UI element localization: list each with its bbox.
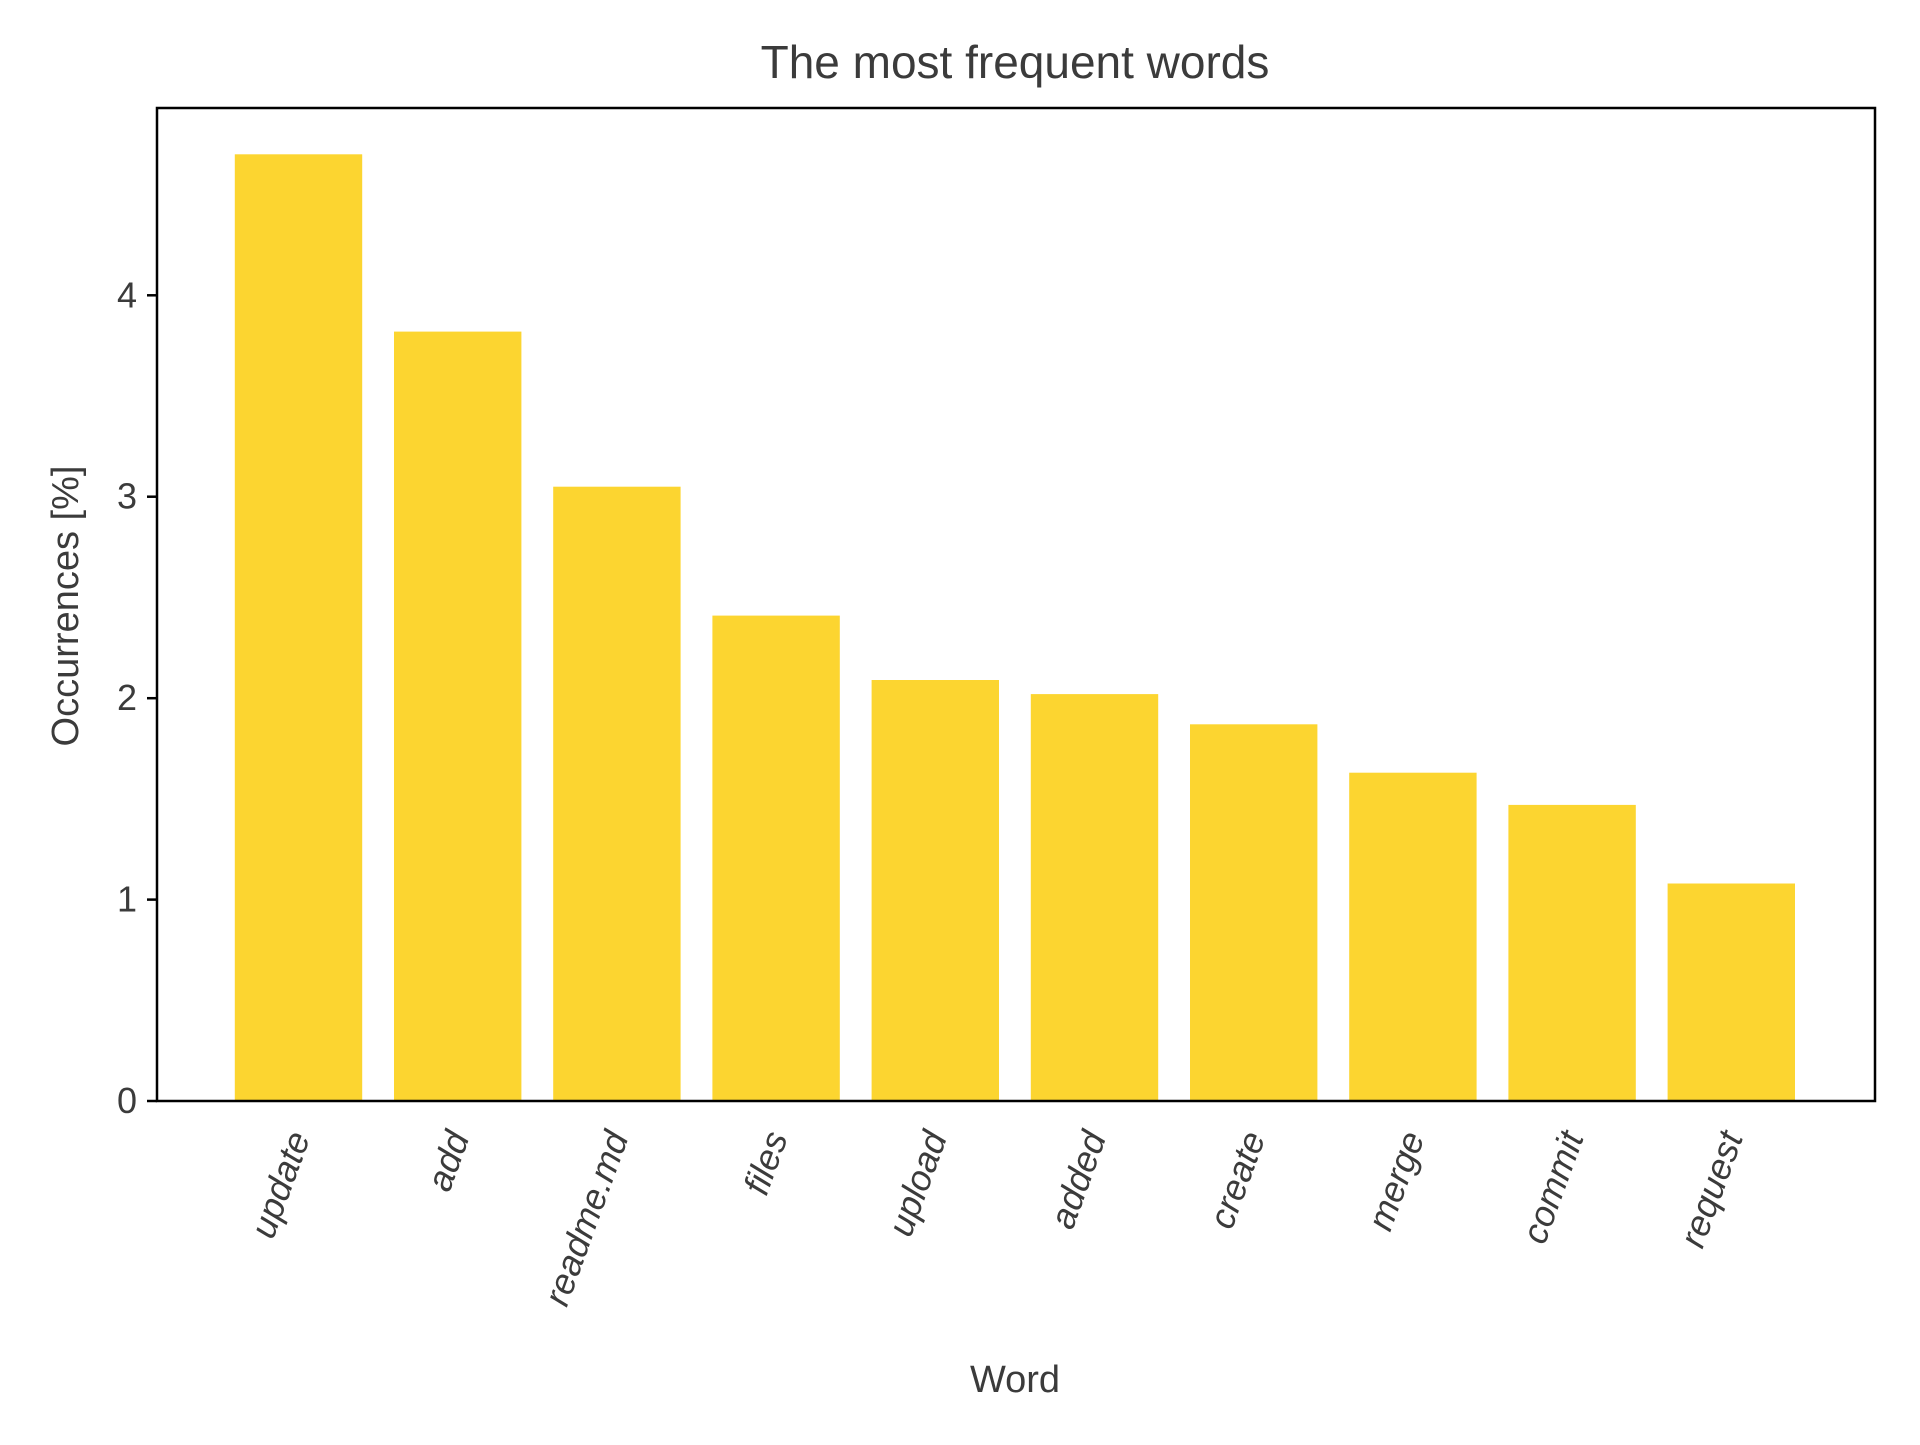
plot-frame [155, 106, 1877, 1103]
x-tick-label-request: request [1671, 1124, 1751, 1253]
chart-title: The most frequent words [761, 36, 1270, 88]
x-tick-label-add: add [418, 1125, 477, 1196]
x-axis-label: Word [970, 1359, 1060, 1401]
x-tick-label-merge: merge [1359, 1126, 1432, 1236]
y-axis-label: Occurrences [%] [45, 466, 87, 747]
y-axis-ticks: 0 1 2 3 4 [117, 274, 157, 1121]
bars-group [234, 154, 1795, 1102]
bar-upload [871, 680, 999, 1101]
x-tick-label-added: added [1041, 1125, 1114, 1234]
y-tick-label: 1 [117, 879, 137, 920]
y-tick-label: 2 [117, 677, 137, 718]
x-tick-label-files: files [735, 1126, 795, 1200]
bar-create [1190, 724, 1318, 1101]
x-tick-label-update: update [242, 1126, 318, 1243]
y-tick-label: 3 [117, 476, 137, 517]
bar-files [712, 615, 840, 1101]
x-tick-label-create: create [1200, 1126, 1273, 1234]
x-tick-label-readme-md: readme.md [536, 1125, 637, 1311]
y-tick-label: 0 [117, 1080, 137, 1121]
y-tick-label: 4 [117, 274, 137, 315]
bar-merge [1349, 772, 1477, 1101]
bar-request [1667, 883, 1795, 1101]
bar-commit [1508, 804, 1636, 1101]
bar-readme-md [553, 486, 681, 1101]
bar-added [1030, 694, 1159, 1101]
x-tick-label-upload: upload [879, 1125, 955, 1242]
bar-add [394, 331, 522, 1102]
bar-update [234, 154, 363, 1102]
x-tick-label-commit: commit [1513, 1124, 1592, 1249]
x-axis-ticks: update add readme.md files upload added create… [242, 1124, 1752, 1311]
